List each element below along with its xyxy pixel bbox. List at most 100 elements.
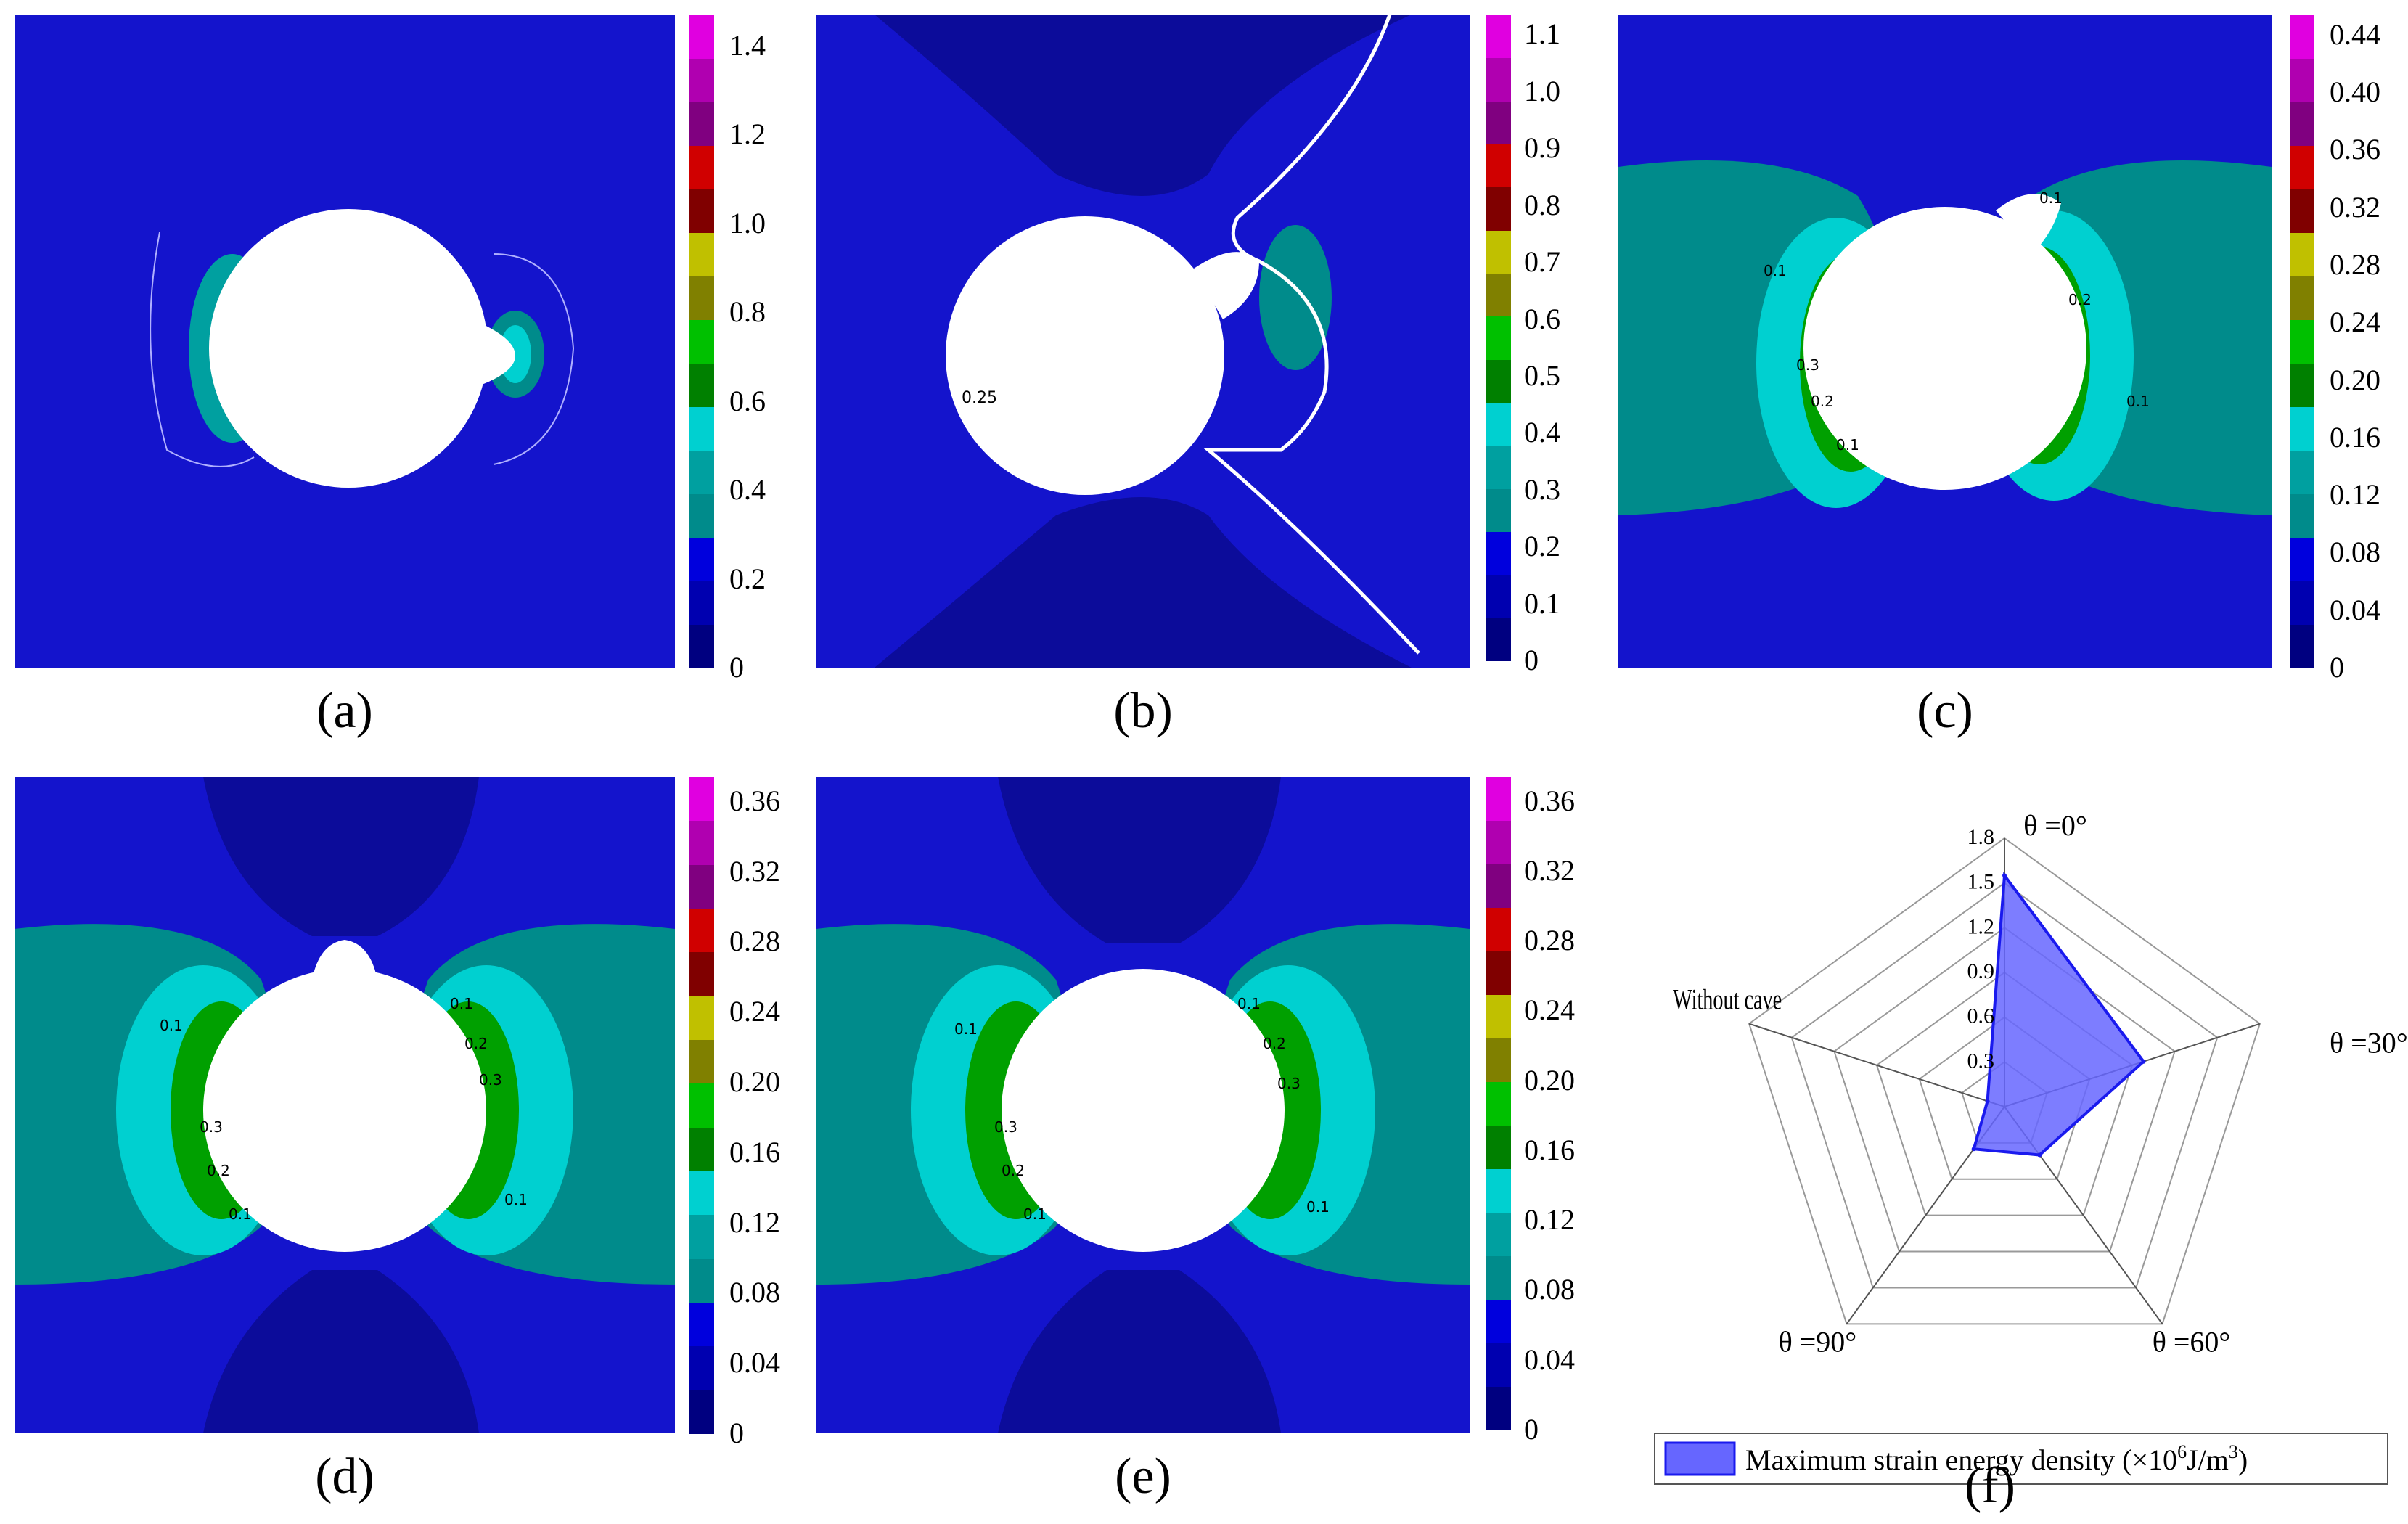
- outer-contour: [150, 232, 575, 467]
- dark-region-bottom: [998, 1270, 1281, 1433]
- colorbar-segment: [2290, 406, 2314, 451]
- contour-label: 0.1: [2126, 393, 2150, 410]
- colorbar-segment: [2290, 363, 2314, 407]
- panel-label-d: (d): [315, 1449, 374, 1504]
- radar-axis-label: Without cave: [1673, 983, 1782, 1016]
- colorbar-tick-label: 0: [1524, 1413, 1539, 1446]
- panel-label-e: (e): [1115, 1449, 1171, 1504]
- colorbar-segment: [1486, 777, 1511, 821]
- colorbar-c: [2290, 15, 2314, 668]
- contour-label: 0.3: [1796, 356, 1819, 374]
- colorbar-segment: [689, 1389, 714, 1434]
- colorbar-tick-label: 0.24: [729, 995, 780, 1028]
- radar-data-point: [2141, 1059, 2146, 1064]
- colorbar-tick-label: 0.4: [1524, 416, 1560, 449]
- legend-label-part: 3: [2229, 1441, 2238, 1462]
- colorbar-b: [1486, 15, 1511, 661]
- colorbar-segment: [689, 537, 714, 581]
- contour-label: 0.1: [954, 1020, 978, 1038]
- colorbar-tick-label: 0.08: [729, 1276, 780, 1309]
- legend-label-part: Maximum strain energy density (×10: [1745, 1443, 2177, 1476]
- colorbar-ticks-e: 0 0.04 0.08 0.12 0.16 0.20 0.24 0.28 0.32 0.36: [1524, 777, 1597, 1443]
- contour-label: 0.3: [994, 1118, 1017, 1136]
- colorbar-tick-label: 0.04: [1524, 1343, 1575, 1376]
- colorbar-segment: [1486, 617, 1511, 661]
- colorbar-segment: [689, 15, 714, 59]
- radar-axis-label: θ =60°: [2153, 1325, 2231, 1358]
- colorbar-segment: [1486, 951, 1511, 995]
- colorbar-tick-label: 0.32: [2330, 190, 2380, 224]
- colorbar-tick-label: 0.16: [1524, 1133, 1575, 1166]
- colorbar-ticks-a: 0 0.2 0.4 0.6 0.8 1.0 1.2 1.4: [729, 15, 802, 681]
- colorbar-segment: [689, 951, 714, 996]
- hole-protrusion: [472, 319, 515, 388]
- contour-plot-b: 0.25: [816, 15, 1470, 668]
- contour-label: 0.2: [2068, 291, 2092, 308]
- radar-data-point: [2037, 1152, 2042, 1158]
- radar-grid-ring: [1790, 882, 2219, 1289]
- colorbar-segment: [689, 1039, 714, 1084]
- contour-plot-e: 0.1 0.1 0.1 0.1 0.2 0.2 0.3 0.3: [816, 777, 1470, 1433]
- contour-label: 0.2: [1263, 1035, 1286, 1052]
- colorbar-segment: [1486, 229, 1511, 274]
- colorbar-segment: [1486, 907, 1511, 951]
- colorbar-segment: [689, 58, 714, 102]
- colorbar-segment: [1486, 1386, 1511, 1430]
- colorbar-segment: [1486, 820, 1511, 864]
- colorbar-tick-label: 0.32: [729, 854, 780, 888]
- dark-region-top: [203, 777, 479, 936]
- contour-label: 0.1: [1023, 1205, 1047, 1223]
- hole: [1002, 969, 1285, 1252]
- colorbar-tick-label: 0.24: [1524, 994, 1575, 1027]
- contour-label: 0.1: [1836, 436, 1859, 454]
- radar-tick-label: 1.2: [1967, 914, 1995, 938]
- radar-tick-label: 1.8: [1967, 825, 1995, 849]
- hole-protrusion: [312, 940, 377, 980]
- colorbar-segment: [1486, 100, 1511, 144]
- colorbar-segment: [2290, 145, 2314, 189]
- colorbar-segment: [1486, 57, 1511, 102]
- radar-grid-ring: [1748, 837, 2261, 1325]
- colorbar-segment: [2290, 493, 2314, 538]
- colorbar-segment: [1486, 316, 1511, 360]
- contour-label: 0.1: [160, 1017, 183, 1034]
- colorbar-segment: [1486, 1038, 1511, 1082]
- colorbar-tick-label: 0.3: [1524, 472, 1560, 506]
- colorbar-segment: [2290, 319, 2314, 364]
- colorbar-segment: [1486, 187, 1511, 231]
- colorbar-segment: [1486, 1255, 1511, 1300]
- crack-line: [1203, 15, 1420, 655]
- radar-axis-label: θ =90°: [1779, 1325, 1857, 1358]
- colorbar-tick-label: 0.4: [729, 473, 766, 507]
- colorbar-tick-label: 0: [1524, 644, 1539, 676]
- contour-label: 0.1: [229, 1205, 252, 1223]
- colorbar-segment: [689, 1083, 714, 1128]
- legend-label-part: J/m: [2187, 1443, 2229, 1476]
- panel-label-f: (f): [1965, 1458, 2015, 1514]
- panel-label-c: (c): [1917, 683, 1973, 739]
- colorbar-tick-label: 0.8: [1524, 188, 1560, 221]
- colorbar-segment: [689, 1171, 714, 1216]
- colorbar-segment: [1486, 144, 1511, 188]
- colorbar-segment: [689, 864, 714, 909]
- colorbar-segment: [1486, 574, 1511, 618]
- contour-label: 0.3: [200, 1118, 223, 1136]
- colorbar-segment: [689, 493, 714, 538]
- teal-region-right: [1259, 225, 1332, 370]
- colorbar-segment: [689, 450, 714, 494]
- colorbar-tick-label: 1.2: [729, 118, 766, 151]
- dark-region-top: [875, 15, 1412, 196]
- hole: [946, 216, 1224, 495]
- colorbar-segment: [2290, 581, 2314, 625]
- colorbar-segment: [1486, 1168, 1511, 1213]
- hole-protrusion: [1996, 194, 2061, 254]
- colorbar-tick-label: 0.36: [2330, 133, 2380, 166]
- colorbar-tick-label: 0.24: [2330, 306, 2380, 339]
- colorbar-segment: [1486, 531, 1511, 575]
- colorbar-segment: [689, 232, 714, 276]
- colorbar-segment: [689, 581, 714, 625]
- dark-region-bottom: [875, 497, 1412, 668]
- contour-label: 0.1: [1306, 1198, 1330, 1216]
- colorbar-tick-label: 0.20: [729, 1065, 780, 1099]
- colorbar-tick-label: 0.12: [729, 1205, 780, 1239]
